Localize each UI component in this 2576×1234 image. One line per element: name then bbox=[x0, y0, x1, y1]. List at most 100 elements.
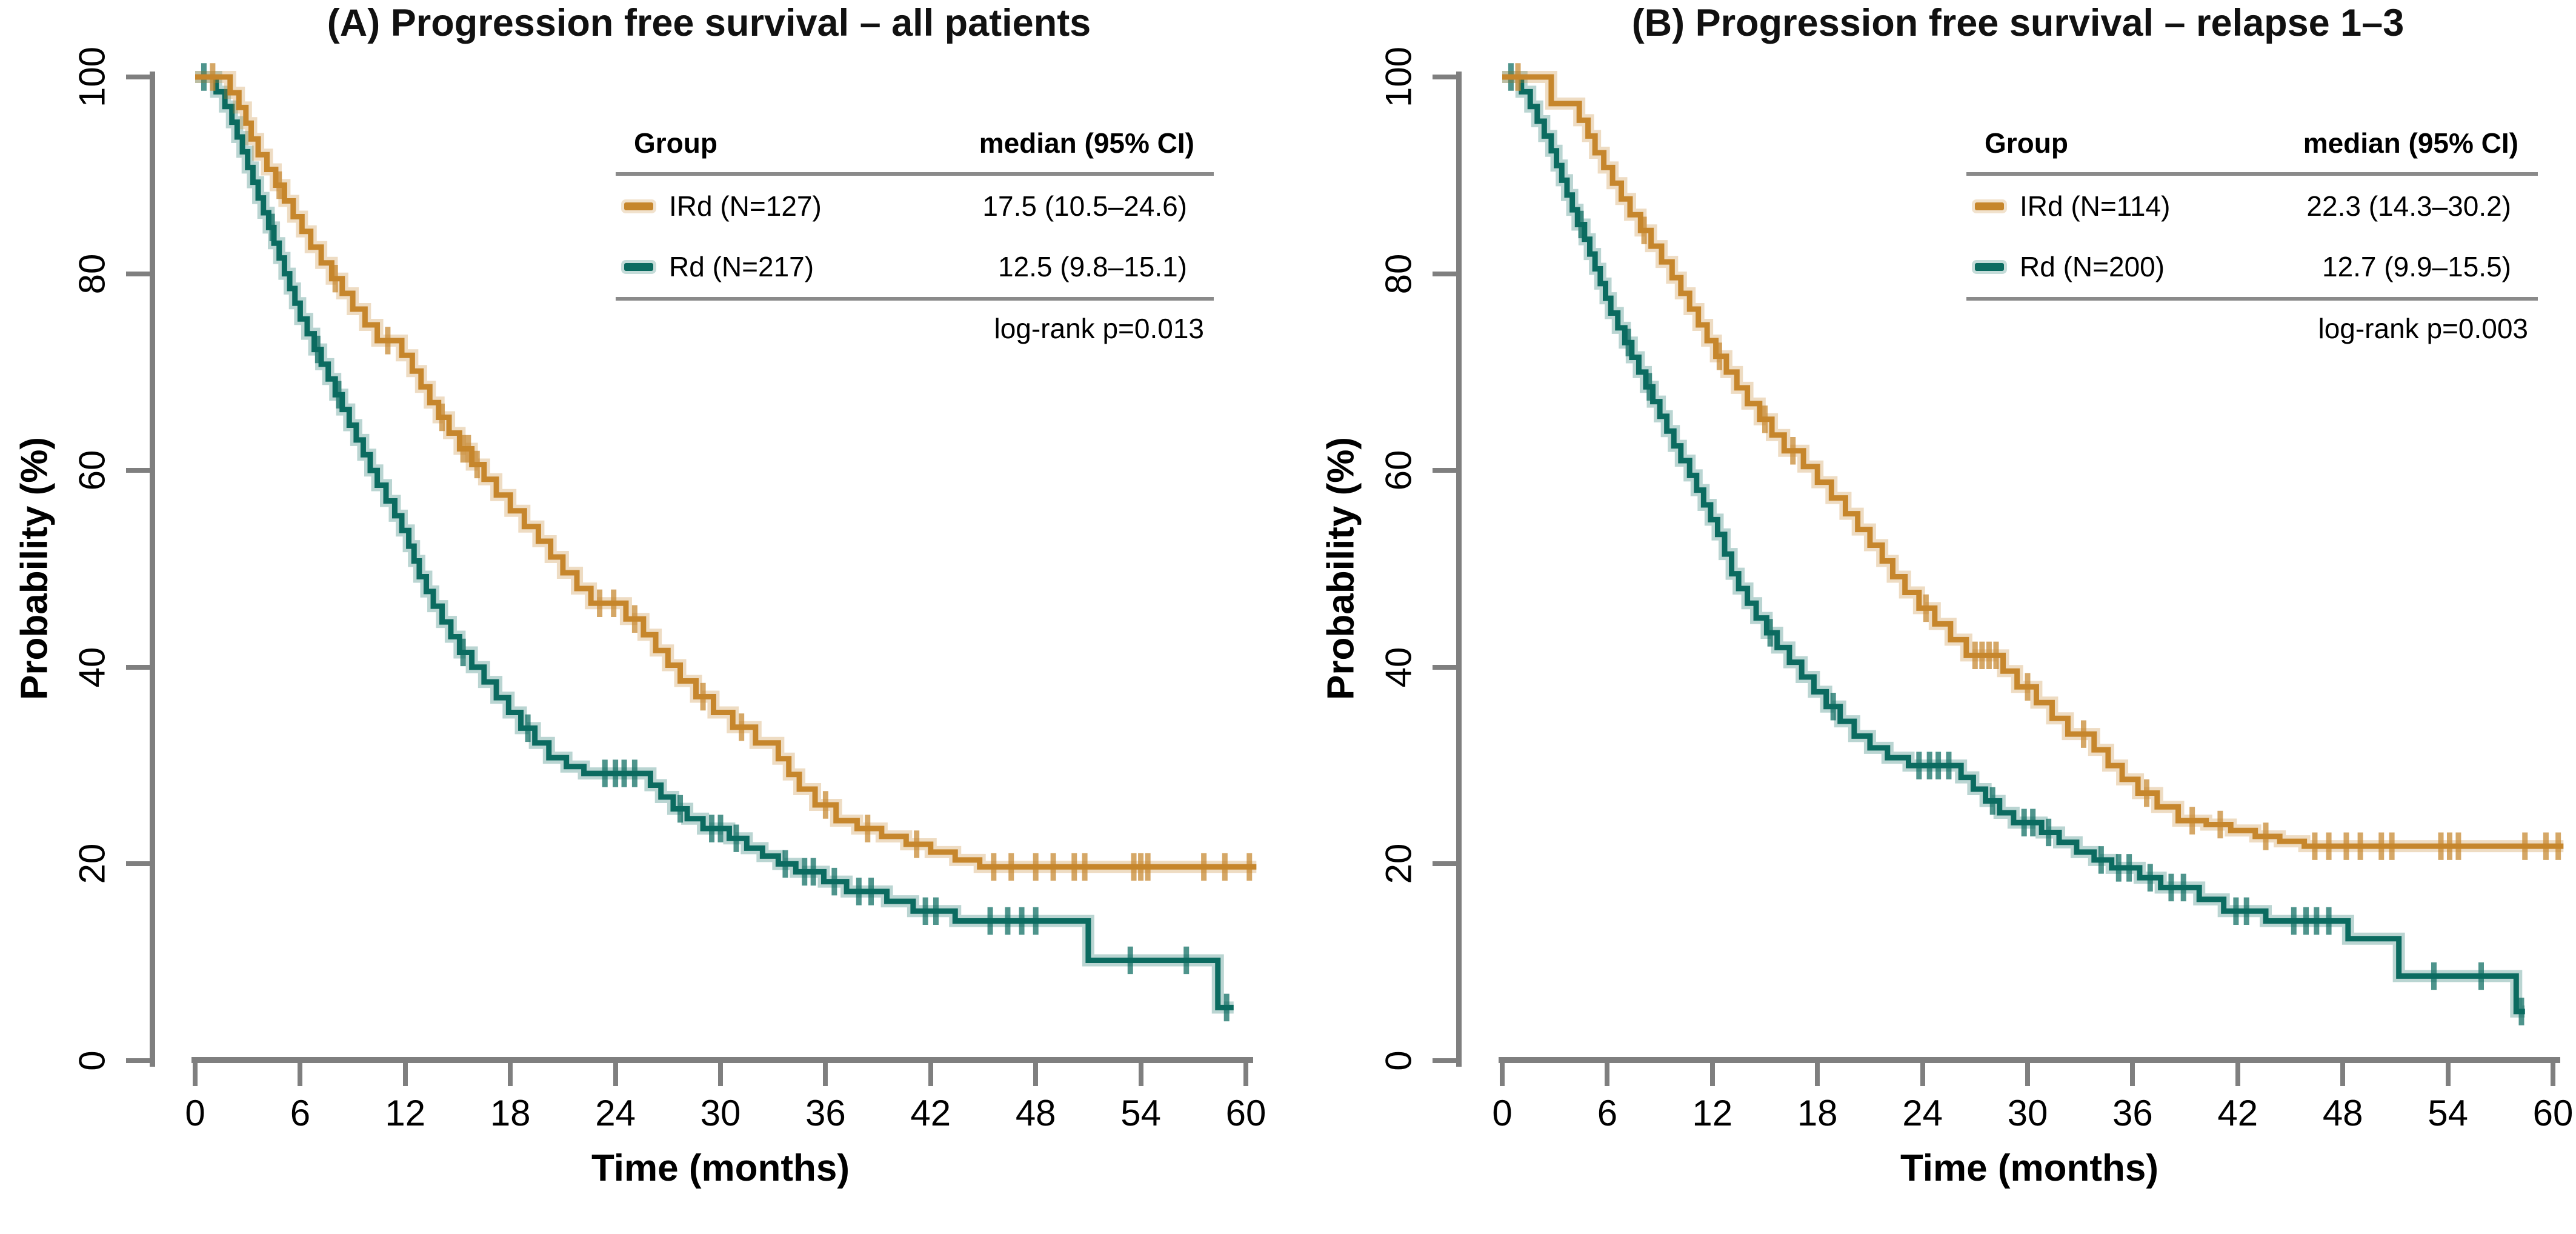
x-tick-label: 30 bbox=[700, 1093, 741, 1133]
y-tick-mark bbox=[126, 664, 155, 670]
x-axis-line bbox=[1499, 1057, 2560, 1063]
panel-a-title: (A) Progression free survival – all pati… bbox=[327, 2, 1091, 44]
y-tick-label: 60 bbox=[1378, 450, 1419, 491]
rd-line-swatch bbox=[1975, 262, 2004, 271]
ird-survival-curve-core bbox=[1502, 77, 2563, 846]
x-tick-label: 60 bbox=[1225, 1093, 1266, 1133]
x-axis-title-panel-b: Time (months) bbox=[1900, 1147, 2158, 1189]
legend-median-value: 22.3 (14.3–30.2) bbox=[2306, 190, 2511, 222]
x-tick-mark bbox=[1815, 1063, 1820, 1086]
legend-rule-bottom bbox=[616, 297, 1214, 301]
y-axis-line bbox=[150, 72, 155, 1067]
legend-group-label: Rd (N=200) bbox=[2020, 251, 2165, 282]
x-tick-label: 42 bbox=[2217, 1093, 2258, 1133]
x-axis-title-panel-a: Time (months) bbox=[591, 1147, 850, 1189]
y-tick-mark bbox=[1433, 75, 1462, 79]
y-tick-mark bbox=[1433, 468, 1462, 473]
x-tick-mark bbox=[2025, 1063, 2030, 1086]
legend-rule-top bbox=[616, 172, 1214, 176]
x-tick-mark bbox=[1605, 1063, 1610, 1086]
legend-panel-a: Group median (95% CI) IRd (N=127) 17.5 (… bbox=[616, 114, 1214, 356]
legend-rule-bottom bbox=[1966, 297, 2538, 301]
legend-group-header: Group bbox=[1985, 127, 2068, 159]
ird-survival-curve-halo bbox=[1502, 77, 2563, 846]
y-tick-label: 40 bbox=[72, 647, 113, 688]
y-tick-label: 100 bbox=[72, 46, 113, 108]
x-tick-mark bbox=[298, 1063, 303, 1086]
rd-survival-curve-core bbox=[1502, 77, 2525, 1012]
legend-row-rd: Rd (N=217) 12.5 (9.8–15.1) bbox=[616, 236, 1214, 297]
km-curves-panel-A bbox=[195, 77, 1263, 1061]
x-tick-mark bbox=[613, 1063, 618, 1086]
y-tick-mark bbox=[1433, 664, 1462, 670]
x-tick-mark bbox=[1033, 1063, 1039, 1086]
x-tick-mark bbox=[2235, 1063, 2240, 1086]
ird-survival-curve-halo bbox=[195, 77, 1256, 867]
x-tick-label: 60 bbox=[2532, 1093, 2574, 1133]
x-tick-label: 54 bbox=[2428, 1093, 2468, 1133]
x-tick-mark bbox=[2551, 1063, 2555, 1086]
legend-header-row: Group median (95% CI) bbox=[616, 114, 1214, 172]
rd-line-swatch bbox=[624, 262, 653, 271]
x-tick-mark bbox=[928, 1063, 933, 1086]
y-axis-title-panel-a: Probability (%) bbox=[13, 436, 56, 701]
x-tick-mark bbox=[1920, 1063, 1925, 1086]
y-tick-label: 80 bbox=[72, 253, 113, 294]
legend-row-rd: Rd (N=200) 12.7 (9.9–15.5) bbox=[1966, 236, 2538, 297]
y-tick-mark bbox=[1433, 861, 1462, 867]
x-tick-label: 0 bbox=[1492, 1093, 1513, 1133]
x-tick-mark bbox=[718, 1063, 723, 1086]
y-tick-label: 20 bbox=[72, 844, 113, 884]
legend-group-label: IRd (N=114) bbox=[2020, 190, 2171, 222]
x-tick-label: 36 bbox=[2112, 1093, 2153, 1133]
x-tick-mark bbox=[823, 1063, 828, 1086]
y-tick-mark bbox=[1433, 271, 1462, 276]
legend-row-ird: IRd (N=114) 22.3 (14.3–30.2) bbox=[1966, 176, 2538, 236]
x-tick-mark bbox=[1709, 1063, 1715, 1086]
km-curves-panel-B bbox=[1502, 77, 2571, 1061]
x-tick-mark bbox=[2445, 1063, 2451, 1086]
x-tick-label: 30 bbox=[2007, 1093, 2048, 1133]
legend-median-value: 12.5 (9.8–15.1) bbox=[997, 251, 1187, 282]
legend-header-row: Group median (95% CI) bbox=[1966, 114, 2538, 172]
y-tick-label: 80 bbox=[1378, 253, 1419, 294]
y-tick-label: 100 bbox=[1378, 46, 1419, 108]
panel-b-title: (B) Progression free survival – relapse … bbox=[1631, 2, 2405, 44]
x-tick-label: 18 bbox=[1797, 1093, 1838, 1133]
legend-panel-b: Group median (95% CI) IRd (N=114) 22.3 (… bbox=[1966, 114, 2538, 356]
x-tick-label: 48 bbox=[1015, 1093, 1056, 1133]
x-tick-mark bbox=[402, 1063, 408, 1086]
ird-line-swatch bbox=[1975, 202, 2004, 210]
x-tick-label: 42 bbox=[910, 1093, 951, 1133]
y-axis-line bbox=[1456, 72, 1462, 1067]
x-axis-line bbox=[191, 1057, 1253, 1063]
x-tick-mark bbox=[1243, 1063, 1248, 1086]
y-tick-mark bbox=[126, 271, 155, 276]
x-tick-label: 18 bbox=[490, 1093, 531, 1133]
y-tick-mark bbox=[1433, 1058, 1462, 1063]
ird-survival-curve-core bbox=[195, 77, 1256, 867]
y-axis-title-panel-b: Probability (%) bbox=[1320, 436, 1362, 701]
x-tick-mark bbox=[2130, 1063, 2135, 1086]
y-tick-label: 40 bbox=[1378, 647, 1419, 688]
logrank-text: log-rank p=0.003 bbox=[2318, 313, 2528, 344]
legend-median-header: median (95% CI) bbox=[2303, 127, 2518, 159]
y-tick-label: 0 bbox=[72, 1050, 113, 1071]
y-tick-mark bbox=[126, 468, 155, 473]
legend-group-label: Rd (N=217) bbox=[669, 251, 814, 282]
legend-median-value: 12.7 (9.9–15.5) bbox=[2321, 251, 2511, 282]
legend-rule-top bbox=[1966, 172, 2538, 176]
y-tick-label: 60 bbox=[72, 450, 113, 491]
x-tick-label: 12 bbox=[385, 1093, 426, 1133]
y-tick-mark bbox=[126, 861, 155, 867]
legend-median-value: 17.5 (10.5–24.6) bbox=[982, 190, 1187, 222]
x-tick-label: 54 bbox=[1120, 1093, 1161, 1133]
x-tick-label: 6 bbox=[290, 1093, 311, 1133]
legend-group-header: Group bbox=[634, 127, 717, 159]
rd-survival-curve-halo bbox=[1502, 77, 2525, 1012]
x-tick-label: 6 bbox=[1597, 1093, 1618, 1133]
x-tick-label: 36 bbox=[805, 1093, 846, 1133]
x-tick-label: 12 bbox=[1692, 1093, 1733, 1133]
logrank-text: log-rank p=0.013 bbox=[994, 313, 1204, 344]
